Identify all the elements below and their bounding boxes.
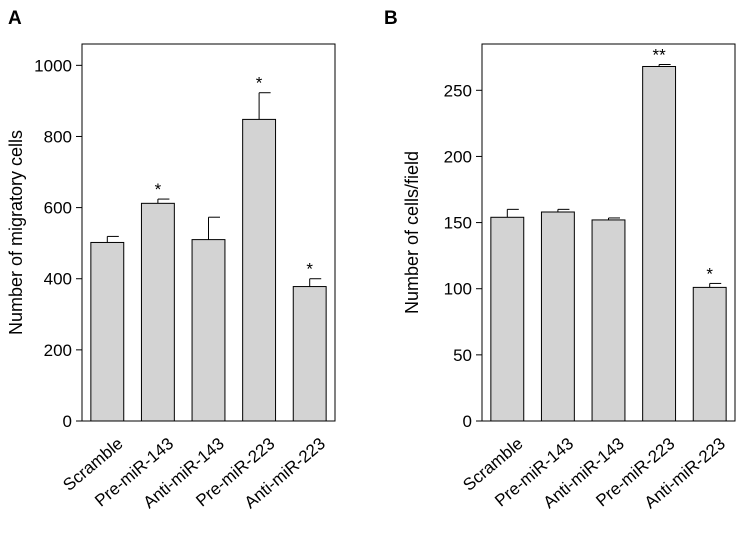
y-tick-label: 100: [444, 280, 472, 299]
panel-b-letter: B: [384, 8, 398, 29]
y-tick-label: 0: [463, 412, 472, 431]
y-tick-label: 200: [444, 147, 472, 166]
bar: [191, 239, 226, 422]
significance-marker: *: [256, 74, 263, 93]
bar: [490, 216, 525, 422]
panel-a-chart: A 02004006008001000Scramble*Pre-miR-143A…: [6, 8, 336, 512]
y-tick-label: 800: [44, 127, 72, 146]
bar: [292, 286, 327, 422]
bar: [642, 65, 677, 422]
bar: [140, 202, 175, 422]
y-axis-title: Number of migratory cells: [6, 130, 26, 335]
y-tick-label: 1000: [34, 56, 72, 75]
panel-b-chart: B 050100150200250ScramblePre-miR-143Anti…: [384, 8, 736, 512]
y-tick-label: 400: [44, 270, 72, 289]
y-tick-label: 50: [453, 346, 472, 365]
significance-marker: *: [155, 180, 162, 199]
y-axis-title: Number of cells/field: [402, 151, 422, 314]
bar: [90, 241, 125, 422]
significance-marker: *: [306, 260, 313, 279]
y-tick-label: 0: [63, 412, 72, 431]
panel-a-letter: A: [8, 8, 22, 29]
bar: [540, 211, 575, 422]
significance-marker: *: [706, 264, 713, 283]
y-tick-label: 150: [444, 214, 472, 233]
bar: [242, 118, 277, 422]
y-tick-label: 200: [44, 341, 72, 360]
significance-marker: **: [652, 46, 666, 65]
y-tick-label: 250: [444, 81, 472, 100]
bar: [692, 286, 727, 422]
y-tick-label: 600: [44, 199, 72, 218]
bar: [591, 219, 626, 422]
